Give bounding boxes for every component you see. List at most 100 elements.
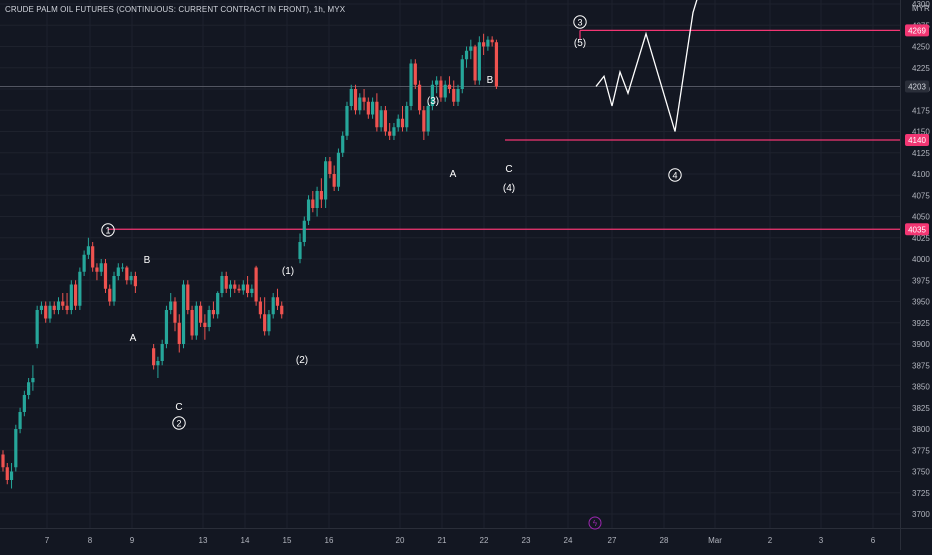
candle-up xyxy=(99,263,103,272)
wave-label: 2 xyxy=(176,419,181,429)
candle-up xyxy=(250,288,254,293)
candle-down xyxy=(254,267,258,302)
candle-up xyxy=(456,89,460,102)
currency-label: MYR xyxy=(912,4,930,13)
candle-up xyxy=(241,284,245,291)
x-tick-label: 15 xyxy=(283,536,292,545)
price-axis-label-bg xyxy=(905,80,929,93)
wave-label-circle xyxy=(668,168,682,182)
x-tick-label: 21 xyxy=(438,536,447,545)
wave-label: A xyxy=(450,169,457,180)
candle-up xyxy=(78,271,82,306)
candle-up xyxy=(371,101,375,115)
x-tick-label: 7 xyxy=(45,536,50,545)
candle-up xyxy=(35,310,39,344)
wave-label: B xyxy=(144,255,151,266)
wave-label-circle xyxy=(101,223,115,237)
wave-label: 1 xyxy=(105,226,110,236)
y-tick-label: 4300 xyxy=(912,0,930,9)
candle-down xyxy=(65,305,69,310)
x-tick-label: 20 xyxy=(396,536,405,545)
candle-up xyxy=(409,63,413,106)
candle-up xyxy=(69,284,73,310)
price-axis-label: 4203 xyxy=(908,82,926,91)
wave-label: B xyxy=(487,75,494,86)
candle-down xyxy=(52,305,56,310)
wave-label: 4 xyxy=(672,171,677,181)
candle-down xyxy=(280,305,284,315)
y-tick-label: 3925 xyxy=(912,319,930,328)
candle-up xyxy=(298,242,302,259)
wave-label: 3 xyxy=(577,18,582,28)
candle-up xyxy=(460,59,464,89)
candle-up xyxy=(194,305,198,336)
x-tick-label: 14 xyxy=(241,536,250,545)
candle-down xyxy=(173,301,177,323)
y-tick-label: 4225 xyxy=(912,64,930,73)
y-tick-label: 4050 xyxy=(912,213,930,222)
candle-up xyxy=(430,84,434,106)
x-tick-label: 24 xyxy=(564,536,573,545)
y-tick-label: 4150 xyxy=(912,128,930,137)
candle-up xyxy=(160,344,164,361)
wave-label-circle xyxy=(172,416,186,430)
candle-down xyxy=(103,263,108,289)
y-tick-label: 4175 xyxy=(912,106,930,115)
candle-up xyxy=(181,284,186,344)
x-tick-label: 16 xyxy=(325,536,334,545)
y-tick-label: 4125 xyxy=(912,149,930,158)
candle-up xyxy=(392,127,396,136)
candle-down xyxy=(91,246,95,268)
wave-label-circle xyxy=(573,15,587,29)
candle-up xyxy=(9,471,14,480)
candle-down xyxy=(439,80,443,98)
y-tick-label: 3975 xyxy=(912,276,930,285)
x-tick-label: 27 xyxy=(608,536,617,545)
candle-down xyxy=(211,310,216,315)
candle-up xyxy=(477,42,481,81)
y-tick-label: 3950 xyxy=(912,298,930,307)
candle-down xyxy=(258,301,262,315)
x-tick-label: 13 xyxy=(199,536,208,545)
projection-path xyxy=(595,0,698,132)
candle-up xyxy=(271,297,275,315)
candle-down xyxy=(186,284,190,310)
candle-up xyxy=(306,199,311,221)
candle-down xyxy=(366,101,370,115)
candle-up xyxy=(435,80,439,85)
wave-label: C xyxy=(175,402,182,413)
candle-up xyxy=(220,276,224,293)
candle-down xyxy=(413,63,417,85)
price-axis-label: 4269 xyxy=(908,26,926,35)
y-tick-label: 3800 xyxy=(912,425,930,434)
x-tick-label: 3 xyxy=(819,536,824,545)
event-marker-icon[interactable] xyxy=(588,516,602,530)
candle-up xyxy=(86,246,90,255)
y-tick-label: 3900 xyxy=(912,340,930,349)
candle-down xyxy=(375,101,379,128)
price-axis-label: 4035 xyxy=(908,225,926,234)
candle-down xyxy=(152,348,156,366)
candle-down xyxy=(224,276,228,289)
candle-down xyxy=(319,191,323,200)
y-tick-label: 3875 xyxy=(912,361,930,370)
candle-up xyxy=(18,412,22,429)
candle-up xyxy=(228,284,233,289)
candle-up xyxy=(396,118,400,128)
candle-up xyxy=(112,276,116,302)
candle-down xyxy=(473,46,477,81)
candle-up xyxy=(48,305,52,319)
candle-down xyxy=(490,39,494,43)
x-tick-label: 2 xyxy=(768,536,773,545)
candle-down xyxy=(311,199,315,208)
candle-up xyxy=(379,110,383,128)
candle-down xyxy=(447,84,452,89)
candle-up xyxy=(345,106,349,136)
chart-title: CRUDE PALM OIL FUTURES (CONTINUOUS: CURR… xyxy=(5,5,346,14)
candle-down xyxy=(177,322,181,344)
x-tick-label: 28 xyxy=(660,536,669,545)
candle-up xyxy=(358,97,362,111)
